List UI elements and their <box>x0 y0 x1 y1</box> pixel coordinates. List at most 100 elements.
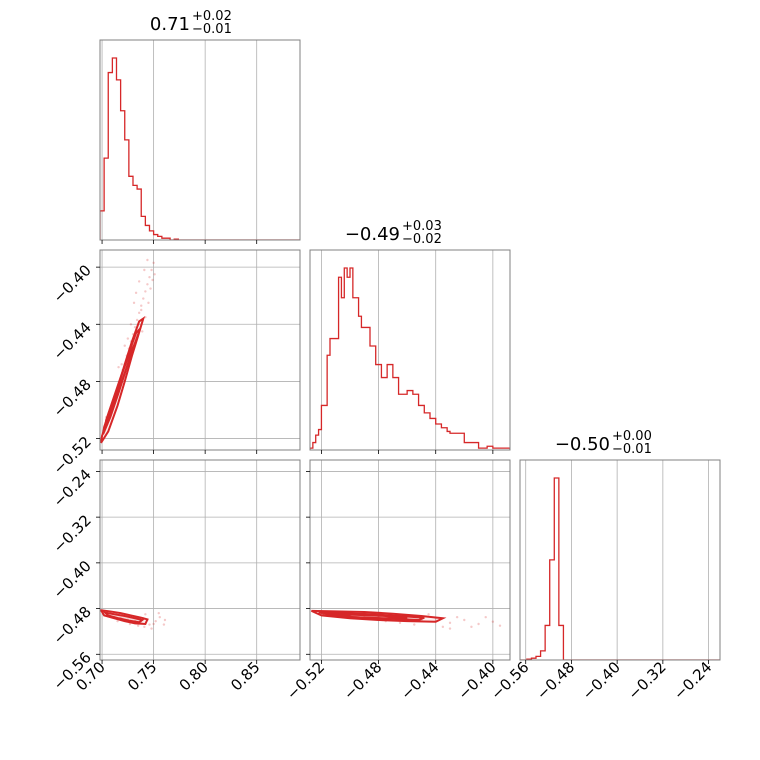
scatter-point <box>144 613 147 616</box>
title-upper: +0.02 <box>192 9 232 24</box>
scatter-point <box>132 301 136 305</box>
x-tick-label: 0.85 <box>227 658 263 694</box>
x-tick-label: −0.44 <box>397 658 442 703</box>
y-tick-label: −0.52 <box>50 433 95 478</box>
scatter-point <box>143 268 146 272</box>
panel-1-1 <box>309 249 511 451</box>
y-tick-label: −0.48 <box>50 376 95 421</box>
y-tick-label: −0.32 <box>50 511 95 556</box>
panel-title-2: −0.50 +0.00−0.01 <box>555 429 652 457</box>
scatter-point <box>123 344 126 347</box>
scatter-point <box>129 323 133 326</box>
scatter-point <box>148 623 151 626</box>
x-tick-label: −0.56 <box>487 658 532 703</box>
y-tick-label: −0.40 <box>50 557 95 602</box>
scatter-point <box>148 275 151 279</box>
scatter-point <box>162 623 166 626</box>
scatter-point <box>455 615 459 619</box>
panel-frame <box>99 39 301 241</box>
x-tick-label: −0.32 <box>624 658 669 703</box>
scatter-point <box>116 619 119 623</box>
scatter-point <box>427 613 430 616</box>
panel-title-0: 0.71 +0.02−0.01 <box>150 9 232 37</box>
scatter-point <box>142 297 145 300</box>
x-tick-label: 0.75 <box>124 658 160 694</box>
histogram-1 <box>310 267 510 450</box>
panel-2-2 <box>519 459 721 661</box>
scatter-point <box>157 611 160 615</box>
y-tick-label: −0.40 <box>50 261 95 306</box>
scatter-point <box>144 290 147 293</box>
scatter-point <box>413 623 416 626</box>
panel-2-0 <box>99 459 301 661</box>
scatter-point <box>158 615 161 619</box>
scatter-point <box>152 622 155 626</box>
x-tick-label: −0.40 <box>579 658 624 703</box>
scatter-point <box>146 258 149 262</box>
scatter-point <box>143 625 146 629</box>
scatter-point <box>136 624 140 627</box>
x-tick-label: −0.48 <box>340 658 385 703</box>
scatter-point <box>150 627 153 630</box>
scatter-point <box>491 620 495 623</box>
panel-frame <box>309 459 511 661</box>
scatter-point <box>154 619 157 623</box>
scatter-point <box>133 325 137 329</box>
title-value: −0.49 <box>345 224 400 245</box>
x-tick-label: −0.24 <box>670 658 715 703</box>
scatter-point <box>498 624 502 627</box>
scatter-point <box>152 261 155 265</box>
scatter-point <box>477 622 480 626</box>
contour-line <box>104 340 138 428</box>
scatter-point <box>441 625 445 629</box>
panel-1-0 <box>99 249 301 451</box>
y-tick-label: −0.44 <box>50 318 95 363</box>
scatter-point <box>120 363 123 366</box>
scatter-point <box>448 627 452 630</box>
scatter-point <box>149 287 152 290</box>
scatter-point <box>163 618 167 622</box>
contour-line <box>328 613 408 620</box>
title-lower: −0.01 <box>612 442 652 457</box>
title-lower: −0.01 <box>192 22 232 37</box>
scatter-point <box>463 618 466 622</box>
scatter-point <box>140 308 143 312</box>
panel-frame <box>519 459 721 661</box>
x-tick-label: −0.48 <box>533 658 578 703</box>
scatter-point <box>146 283 149 286</box>
panel-2-1 <box>309 459 511 661</box>
panel-0-0 <box>99 39 301 241</box>
scatter-point <box>147 301 150 305</box>
scatter-point <box>150 268 153 272</box>
scatter-point <box>126 337 130 340</box>
panel-frame <box>99 249 301 451</box>
title-value: 0.71 <box>150 14 190 35</box>
y-tick-label: −0.48 <box>50 603 95 648</box>
title-value: −0.50 <box>555 434 610 455</box>
scatter-point <box>117 365 120 369</box>
scatter-point <box>140 304 143 307</box>
scatter-point <box>398 621 402 625</box>
title-lower: −0.02 <box>402 232 442 247</box>
panel-frame <box>309 249 511 451</box>
x-tick-label: −0.52 <box>283 658 328 703</box>
scatter-point <box>470 625 473 629</box>
histogram-0 <box>100 57 300 240</box>
scatter-point <box>153 273 156 276</box>
scatter-point <box>137 311 141 315</box>
histogram-2 <box>520 477 720 660</box>
panel-frame <box>99 459 301 661</box>
contour-line <box>101 610 145 624</box>
scatter-point <box>448 621 452 625</box>
scatter-point <box>141 330 144 333</box>
scatter-point <box>137 280 141 283</box>
title-upper: +0.00 <box>612 429 652 444</box>
panel-title-1: −0.49 +0.03−0.02 <box>345 219 442 247</box>
scatter-point <box>151 278 154 282</box>
scatter-point <box>484 615 487 619</box>
scatter-point <box>134 291 138 295</box>
x-tick-label: 0.80 <box>176 658 212 694</box>
scatter-point <box>135 318 139 322</box>
title-upper: +0.03 <box>402 219 442 234</box>
